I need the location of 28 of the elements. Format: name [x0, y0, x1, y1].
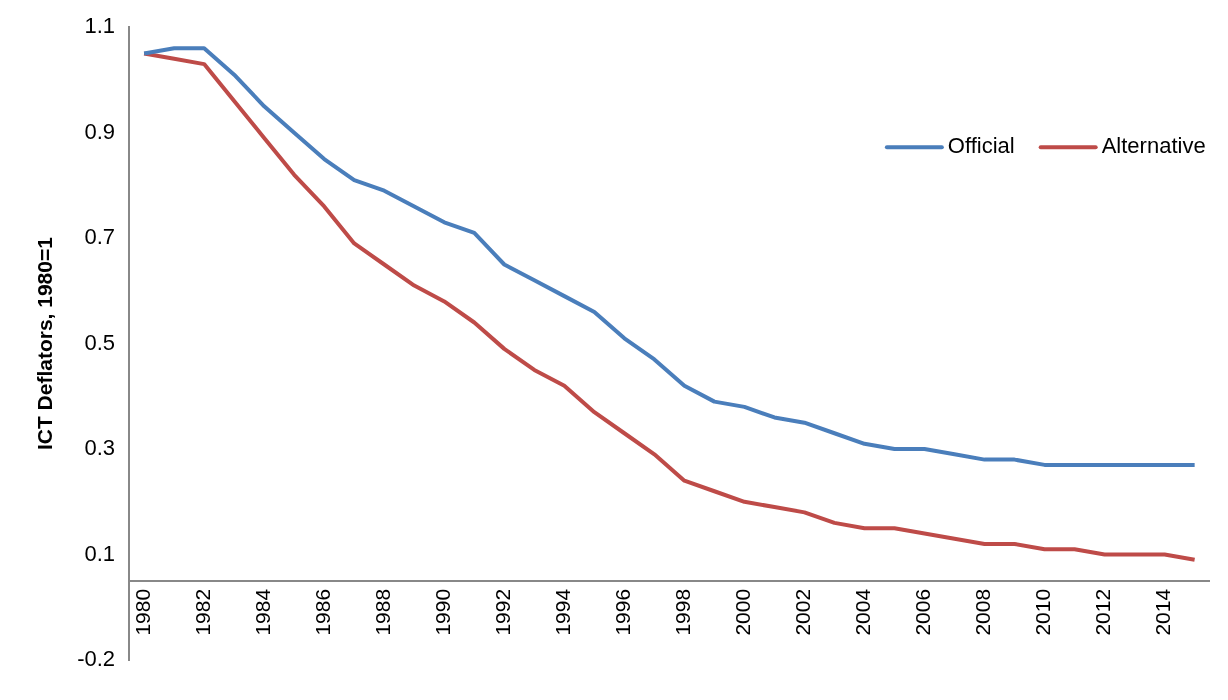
y-tick-label: 0.1	[84, 540, 116, 566]
x-tick-label: 2014	[1151, 588, 1175, 636]
y-tick-label: 0.5	[84, 329, 116, 355]
x-tick-label: 2004	[851, 588, 875, 636]
y-tick-label: 0.3	[84, 435, 116, 461]
y-axis-title: ICT Deflators, 1980=1	[33, 236, 57, 451]
x-tick-label: 1998	[671, 588, 695, 636]
y-tick-label: 1.1	[84, 13, 116, 39]
legend-label: Alternative	[1101, 133, 1206, 159]
legend-label: Official	[947, 133, 1015, 159]
x-tick-label: 2010	[1031, 588, 1055, 636]
x-tick-label: 2002	[791, 588, 815, 636]
x-tick-label: 2008	[971, 588, 995, 636]
x-tick-label: 1980	[130, 588, 154, 636]
x-tick-label: 1982	[190, 588, 214, 636]
x-tick-label: 2012	[1091, 588, 1115, 636]
x-tick-label: 1996	[611, 588, 635, 636]
x-tick-label: 1986	[311, 588, 334, 636]
y-tick-label: 0.7	[84, 224, 116, 250]
x-tick-label: 1990	[431, 588, 455, 636]
x-tick-label: 1984	[250, 588, 274, 636]
x-tick-label: 2006	[911, 588, 935, 636]
x-tick-label: 1994	[551, 588, 575, 636]
x-tick-label: 1992	[491, 588, 515, 636]
x-tick-label: 2000	[731, 588, 755, 636]
y-tick-label: 0.9	[84, 118, 116, 144]
y-tick-label: -0.2	[77, 646, 116, 672]
x-tick-label: 1988	[371, 588, 395, 636]
